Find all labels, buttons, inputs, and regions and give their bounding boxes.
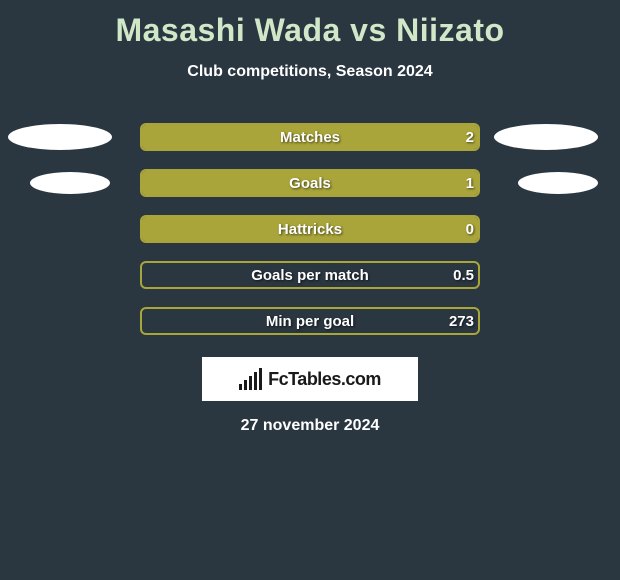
stat-bar-fill [142,217,478,241]
player-left-marker [8,124,112,150]
stat-bar-track [140,261,480,289]
fctables-logo: FcTables.com [202,357,418,401]
stat-bar-track [140,215,480,243]
date-label: 27 november 2024 [0,417,620,435]
logo-text: FcTables.com [268,369,381,390]
stat-row: Goals1 [0,169,620,197]
stat-bar-fill [142,171,478,195]
subtitle: Club competitions, Season 2024 [0,63,620,81]
page-title: Masashi Wada vs Niizato [0,0,620,49]
player-right-marker [494,124,598,150]
logo-bars-icon [239,368,262,390]
player-left-marker [30,172,110,194]
stat-bar-fill [142,125,478,149]
stat-row: Matches2 [0,123,620,151]
stat-bar-track [140,123,480,151]
comparison-chart: Matches2 Goals1 Hattricks0 Goals per match0… [0,123,620,335]
stat-row: Hattricks0 [0,215,620,243]
stat-bar-track [140,169,480,197]
stat-bar-track [140,307,480,335]
player-right-marker [518,172,598,194]
stat-row: Goals per match0.5 [0,261,620,289]
stat-row: Min per goal273 [0,307,620,335]
